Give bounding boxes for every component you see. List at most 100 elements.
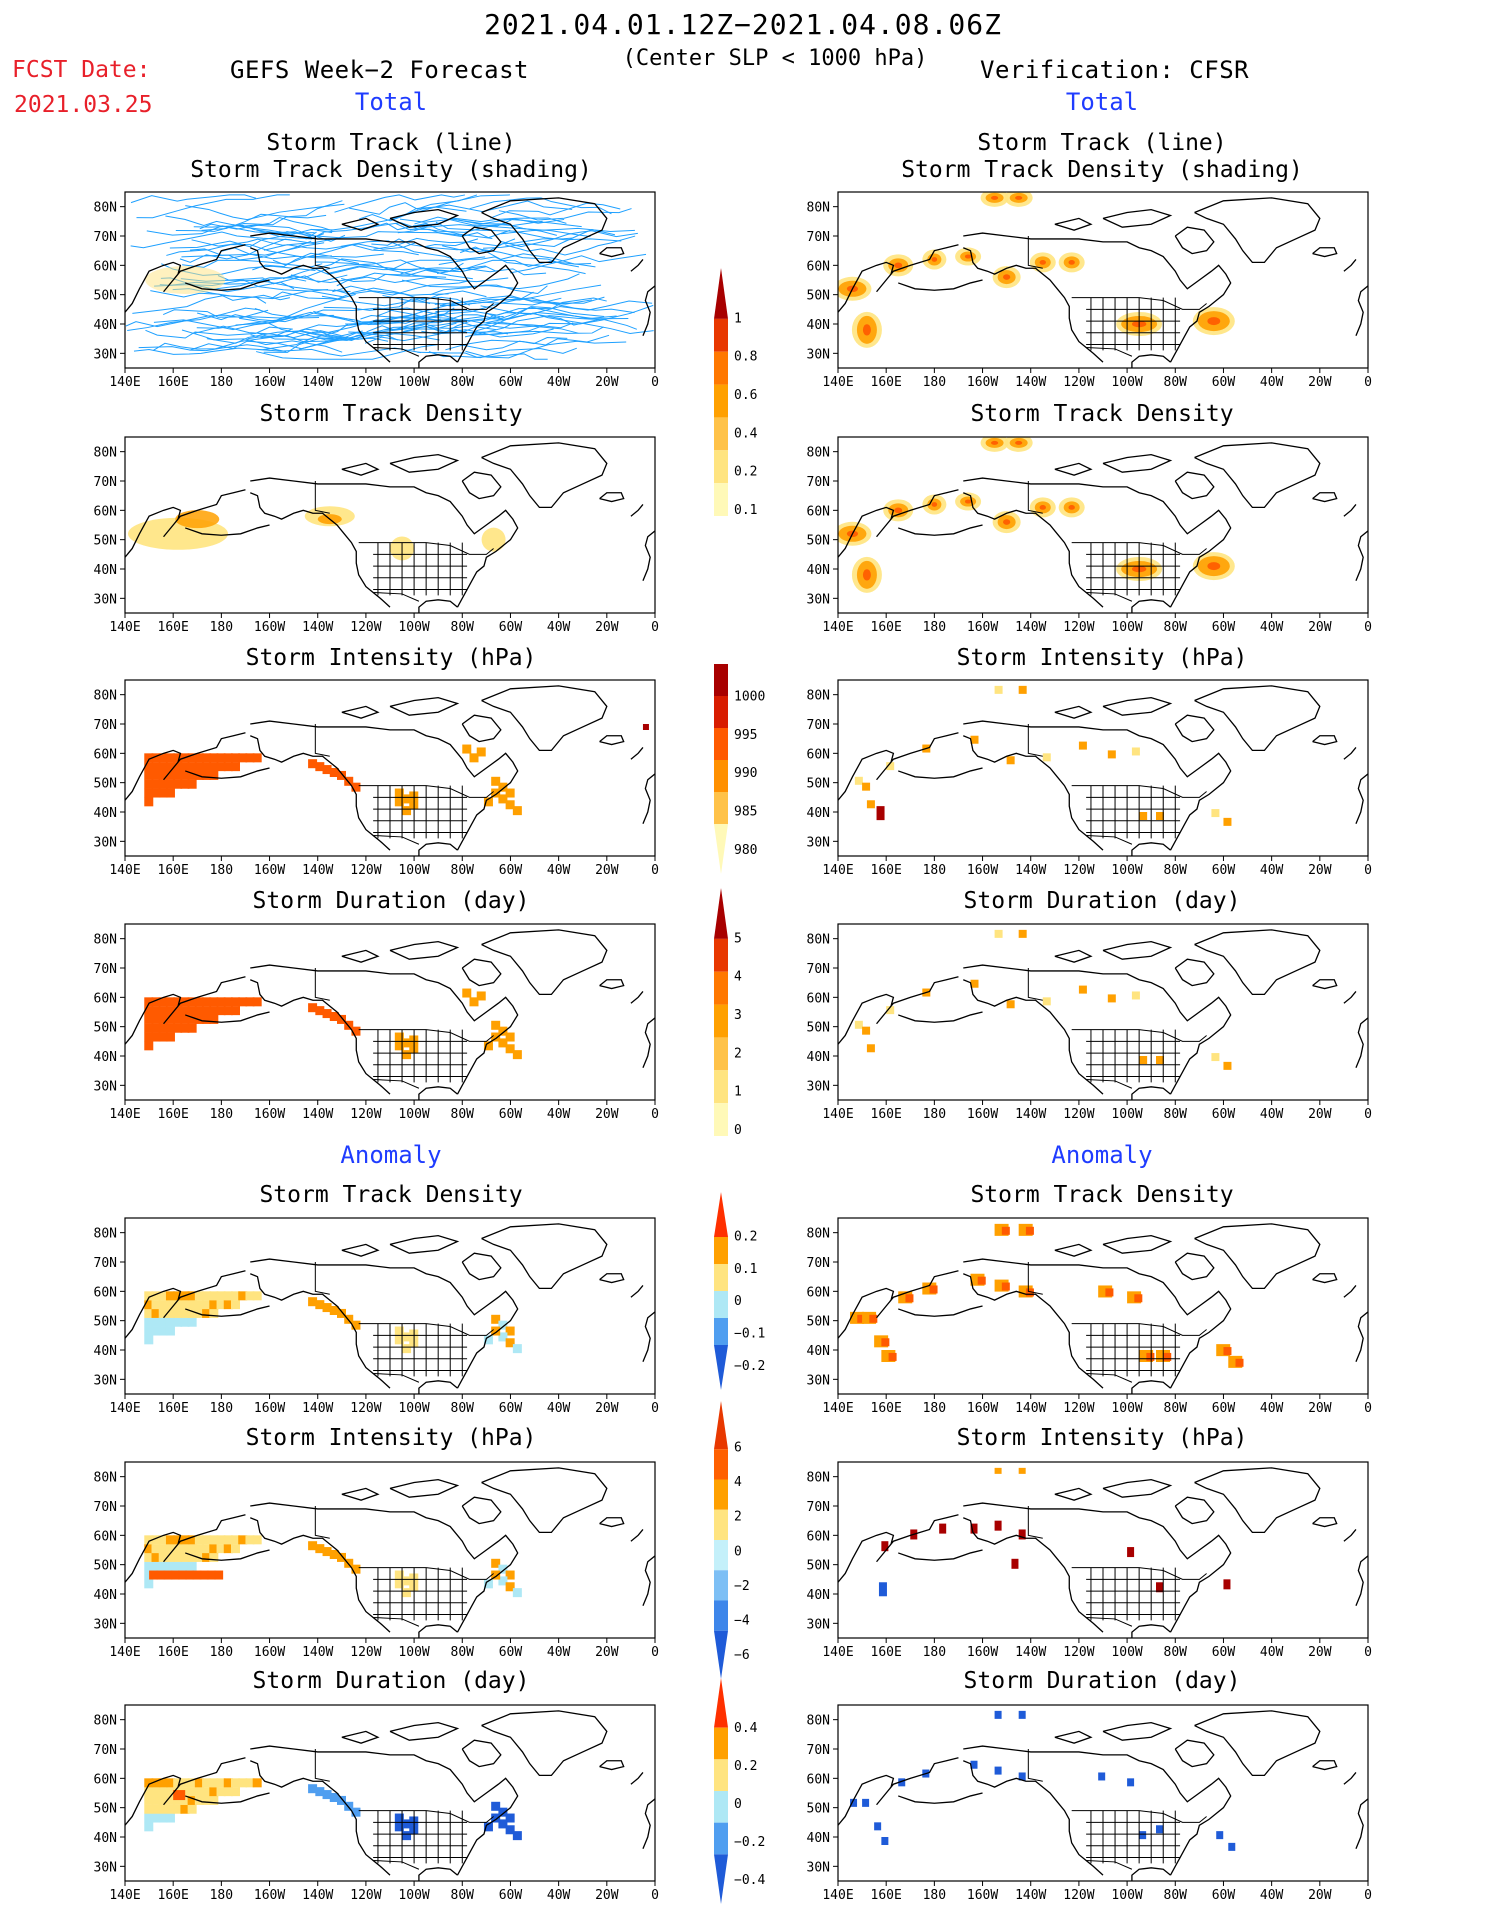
coastline — [461, 958, 502, 987]
coastline — [250, 232, 519, 363]
lon-tick-label: 0 — [651, 863, 659, 878]
coastline — [1355, 1555, 1368, 1606]
lat-tick-label: 50N — [94, 777, 117, 792]
lon-tick-label: 80W — [451, 1645, 475, 1660]
coastline — [125, 976, 246, 1045]
coastline — [642, 1555, 655, 1606]
lon-tick-label: 160W — [254, 620, 285, 635]
lon-tick-label: 100W — [1111, 1107, 1142, 1122]
coastline — [630, 504, 644, 517]
lon-tick-label: 180 — [923, 375, 946, 390]
lon-tick-label: 180 — [210, 863, 233, 878]
coastline — [963, 232, 1232, 363]
lon-tick-label: 100W — [1111, 863, 1142, 878]
colorbar-swatch — [714, 1759, 728, 1791]
coastline — [599, 1273, 625, 1284]
lat-tick-label: 60N — [807, 747, 830, 762]
coastline — [1355, 773, 1368, 824]
colorbar-swatch — [714, 1822, 728, 1855]
lon-tick-label: 40W — [1260, 1107, 1284, 1122]
lon-tick-label: 140W — [1015, 620, 1046, 635]
colorbar-label: −0.4 — [734, 1873, 765, 1888]
coastline — [461, 471, 502, 500]
colorbar-swatch — [714, 888, 728, 939]
lat-tick-label: 50N — [94, 1802, 117, 1817]
lat-tick-label: 70N — [94, 1256, 117, 1271]
colorbar-label: 985 — [734, 805, 757, 820]
coastline — [630, 1772, 644, 1785]
coastline — [1102, 208, 1173, 228]
coastline — [461, 714, 502, 743]
map-panel-r1: 140E 160E 180 160W 140W 120W 100W 80W 60W 40W 20W 0… — [807, 191, 1372, 390]
lat-tick-label: 70N — [807, 1256, 830, 1271]
field-layer — [125, 194, 655, 368]
colorbar-label: 6 — [734, 1441, 742, 1456]
coastline — [1102, 1478, 1173, 1498]
coastline — [599, 1517, 625, 1528]
lon-tick-label: 160E — [158, 620, 189, 635]
lat-tick-label: 40N — [807, 318, 830, 333]
lon-tick-label: 60W — [1212, 1401, 1236, 1416]
colorbar-swatch — [714, 450, 728, 484]
left-p4-title: Storm Duration (day) — [252, 888, 530, 914]
right-p1-title-a: Storm Track (line) — [977, 130, 1227, 156]
lat-tick-label: 60N — [807, 991, 830, 1006]
coastline — [1131, 599, 1171, 613]
colorbar-label: 4 — [734, 970, 742, 985]
lon-tick-label: 100W — [398, 1645, 429, 1660]
lon-tick-label: 100W — [1111, 1401, 1142, 1416]
lat-tick-label: 30N — [807, 347, 830, 362]
lon-tick-label: 60W — [1212, 1107, 1236, 1122]
lat-tick-label: 30N — [807, 835, 830, 850]
colorbar-label: 1000 — [734, 689, 765, 704]
lon-tick-label: 20W — [1308, 1645, 1332, 1660]
coastline — [125, 244, 246, 313]
lon-tick-label: 160W — [967, 863, 998, 878]
coastline — [1102, 940, 1173, 960]
colorbar-label: 0.1 — [734, 1262, 757, 1277]
colorbar-swatch — [714, 824, 728, 874]
coastline — [125, 1514, 246, 1583]
lon-tick-label: 40W — [547, 620, 571, 635]
lon-tick-label: 120W — [350, 1401, 381, 1416]
lon-tick-label: 100W — [398, 863, 429, 878]
coastline — [185, 1305, 270, 1317]
lat-tick-label: 60N — [94, 259, 117, 274]
coastline — [185, 1549, 270, 1561]
lon-tick-label: 160W — [254, 1888, 285, 1903]
lon-tick-label: 140E — [822, 1401, 853, 1416]
right-p5-title: Storm Track Density — [970, 1182, 1234, 1208]
colorbar-label: 3 — [734, 1008, 742, 1023]
lon-tick-label: 100W — [398, 1888, 429, 1903]
lon-tick-label: 40W — [547, 863, 571, 878]
coastline — [963, 477, 1232, 608]
field-layer — [125, 442, 655, 613]
coastline — [630, 1285, 644, 1298]
colorbar-label: −0.2 — [734, 1835, 765, 1850]
lon-tick-label: 80W — [1164, 1645, 1188, 1660]
lon-tick-label: 0 — [651, 1645, 659, 1660]
coastline — [250, 1745, 519, 1876]
coastline — [1054, 217, 1093, 231]
lon-tick-label: 80W — [451, 1888, 475, 1903]
coastline — [599, 979, 625, 990]
coastline — [481, 1223, 608, 1290]
lat-tick-label: 80N — [94, 933, 117, 948]
lon-tick-label: 120W — [350, 620, 381, 635]
lat-tick-label: 40N — [807, 806, 830, 821]
field-layer — [838, 1467, 1368, 1638]
colorbar-swatch — [714, 1318, 728, 1345]
coastline — [898, 279, 983, 291]
lon-tick-label: 40W — [1260, 1888, 1284, 1903]
coastline — [185, 524, 270, 536]
coastline — [481, 1710, 608, 1777]
coastline — [1312, 247, 1338, 258]
lon-tick-label: 60W — [1212, 863, 1236, 878]
lon-tick-label: 140E — [109, 1645, 140, 1660]
coastline — [838, 976, 959, 1045]
coastline — [185, 279, 270, 291]
lon-tick-label: 120W — [350, 1888, 381, 1903]
lon-tick-label: 160E — [871, 1645, 902, 1660]
coastline — [963, 964, 1232, 1095]
coastline — [963, 1745, 1232, 1876]
